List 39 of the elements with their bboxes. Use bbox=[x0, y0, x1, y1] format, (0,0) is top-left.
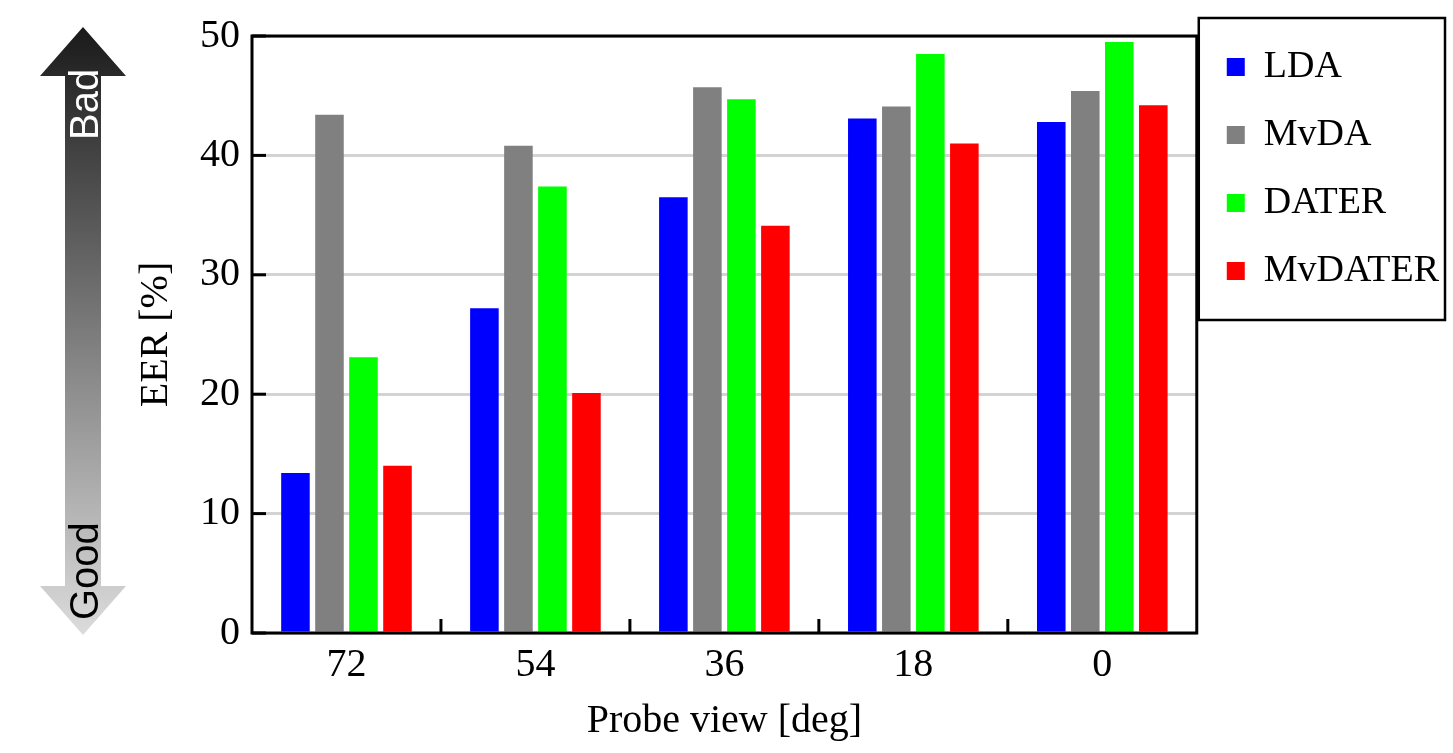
bar bbox=[727, 99, 756, 632]
y-tick-label: 40 bbox=[200, 129, 240, 175]
bar bbox=[1105, 41, 1134, 632]
bar bbox=[916, 53, 945, 632]
x-tick-label: 36 bbox=[704, 639, 745, 685]
y-axis-title: EER [%] bbox=[130, 261, 176, 408]
bar bbox=[1071, 90, 1100, 632]
bar bbox=[693, 87, 722, 632]
bar bbox=[882, 106, 911, 632]
bar bbox=[538, 186, 567, 632]
x-tick-label: 72 bbox=[326, 639, 367, 685]
bar bbox=[950, 143, 979, 632]
bar bbox=[383, 465, 412, 632]
x-tick-label: 0 bbox=[1092, 639, 1113, 685]
y-tick-label: 30 bbox=[200, 249, 240, 295]
x-tick-label: 18 bbox=[893, 639, 934, 685]
x-axis-title: Probe view [deg] bbox=[586, 695, 863, 741]
y-tick-label: 50 bbox=[200, 10, 240, 56]
legend-label: MvDATER bbox=[1263, 246, 1440, 289]
text: Bad bbox=[62, 68, 106, 140]
bar bbox=[659, 197, 688, 632]
bar bbox=[1036, 121, 1066, 632]
legend-label: MvDA bbox=[1263, 110, 1372, 153]
y-tick-label: 0 bbox=[220, 607, 240, 653]
bar bbox=[315, 114, 344, 632]
bar bbox=[761, 225, 790, 632]
y-tick-label: 10 bbox=[200, 488, 240, 534]
bar bbox=[281, 473, 310, 632]
bar bbox=[349, 357, 378, 632]
bar bbox=[1139, 105, 1168, 632]
bar bbox=[504, 145, 533, 632]
bar bbox=[572, 393, 601, 632]
text: Good bbox=[62, 522, 106, 620]
bar bbox=[470, 308, 499, 632]
bar bbox=[848, 118, 877, 632]
y-tick-label: 20 bbox=[200, 368, 240, 414]
legend-label: LDA bbox=[1263, 42, 1343, 85]
legend-label: DATER bbox=[1263, 178, 1387, 221]
x-tick-label: 54 bbox=[515, 639, 556, 685]
